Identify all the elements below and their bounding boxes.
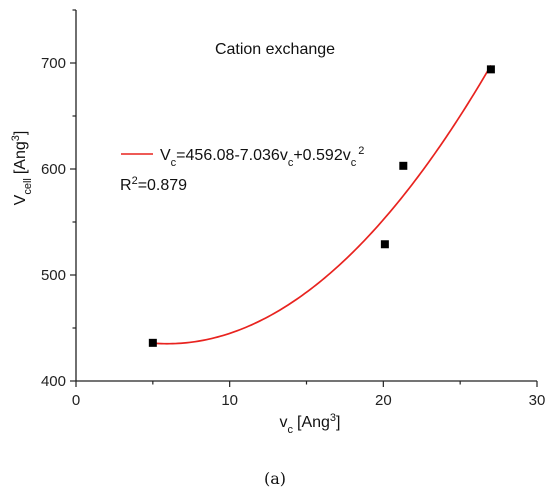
x-axis-label: vc [Ang3] [280,412,341,436]
x-tick-label: 0 [72,392,80,409]
y-tick-label: 400 [41,373,66,390]
data-point [148,338,157,347]
fit-curve [152,65,492,345]
x-tick-label: 30 [529,392,546,409]
chart-title: Cation exchange [215,41,335,58]
ticks: 0 10 20 30 400 500 600 700 [41,9,546,409]
x-tick-label: 10 [221,392,238,409]
data-point [399,161,408,170]
y-tick-label: 500 [41,267,66,284]
figure-caption: (a) [264,469,286,488]
legend-fit-equation: Vc=456.08-7.036vc+0.592vc2 [160,145,364,169]
fit-curve-group [152,65,492,345]
y-tick-label: 700 [41,55,66,72]
data-point [486,65,495,74]
data-point [380,240,389,249]
r-squared-label: R2=0.879 [120,175,187,194]
y-tick-label: 600 [41,161,66,178]
data-points [148,65,495,347]
x-tick-label: 20 [375,392,392,409]
axes [75,10,537,382]
y-axis-label: Vcell[Ang3] [10,131,34,206]
